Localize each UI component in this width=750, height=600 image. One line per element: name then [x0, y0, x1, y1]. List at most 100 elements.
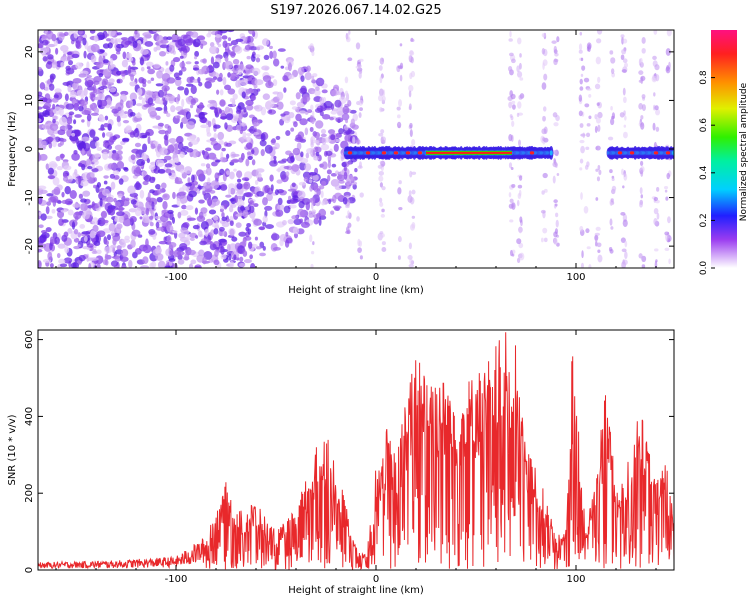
transition-blob [305, 152, 310, 159]
transition-blob [295, 92, 301, 100]
noise-blob [52, 139, 57, 148]
noise-blob [74, 114, 82, 118]
noise-blob [52, 118, 56, 124]
transition-blob [287, 62, 292, 72]
noise-blob [129, 111, 136, 117]
transition-blob [300, 75, 305, 83]
noise-blob [165, 222, 170, 229]
streak-blob [596, 38, 602, 44]
transition-blob [337, 174, 345, 182]
streak-blob [639, 160, 644, 166]
noise-blob [136, 158, 146, 167]
noise-blob [49, 75, 55, 83]
noise-blob [68, 59, 74, 66]
noise-blob [176, 115, 181, 119]
noise-blob [228, 253, 232, 261]
transition-blob [283, 77, 290, 82]
transition-blob [256, 45, 264, 50]
noise-blob [46, 201, 52, 206]
streak-blob [654, 260, 658, 268]
noise-blob [213, 215, 219, 221]
streak-blob [378, 133, 384, 137]
transition-blob [327, 129, 336, 135]
noise-blob [186, 121, 196, 130]
noise-blob [171, 216, 176, 224]
streak-blob [665, 48, 671, 56]
transition-blob [348, 181, 358, 186]
streak-blob [597, 111, 603, 119]
streak-blob [359, 107, 363, 111]
transition-blob [297, 66, 305, 76]
transition-blob [258, 173, 262, 179]
noise-blob [192, 187, 198, 192]
streak-blob [623, 173, 628, 181]
noise-blob [121, 238, 131, 243]
noise-blob [204, 80, 212, 89]
streak-blob [640, 75, 646, 81]
noise-blob [116, 161, 125, 169]
noise-blob [121, 265, 127, 268]
noise-blob [151, 201, 155, 210]
noise-blob [246, 55, 251, 60]
noise-blob [161, 209, 167, 214]
noise-blob [182, 221, 190, 229]
noise-blob [182, 45, 190, 53]
noise-blob [142, 32, 152, 37]
noise-blob [191, 149, 199, 158]
noise-blob [122, 120, 130, 124]
noise-blob [60, 45, 69, 52]
noise-blob [197, 230, 203, 237]
transition-blob [272, 50, 277, 59]
figure-title: S197.2026.067.14.02.G25 [270, 3, 441, 18]
noise-blob [240, 137, 245, 144]
noise-blob [214, 107, 218, 116]
streak-blob [398, 180, 402, 185]
snr-panel: -100 0 100 0 200 400 600 Height of straight li… [7, 329, 675, 596]
streak-blob [585, 146, 590, 150]
transition-blob [331, 89, 338, 96]
noise-blob [205, 147, 212, 152]
noise-blob [47, 54, 54, 60]
transition-blob [300, 157, 309, 164]
noise-blob [145, 238, 149, 248]
noise-blob [117, 121, 122, 127]
noise-blob [169, 249, 175, 256]
noise-blob [163, 110, 169, 114]
noise-blob [221, 216, 227, 222]
noise-blob [93, 107, 100, 114]
noise-blob [155, 221, 160, 229]
noise-blob [216, 36, 220, 45]
noise-blob [89, 30, 96, 34]
noise-blob [202, 187, 206, 192]
streak-blob [541, 33, 546, 38]
transition-blob [352, 136, 356, 145]
transition-blob [298, 201, 305, 209]
transition-blob [275, 135, 281, 140]
noise-blob [237, 212, 245, 217]
transition-blob [263, 54, 270, 60]
transition-blob [319, 185, 325, 190]
streak-blob [641, 37, 646, 44]
streak-blob [597, 254, 603, 263]
snr-ytick-label: 200 [24, 484, 35, 503]
streak-blob [509, 219, 514, 223]
tone-hotspot [653, 151, 659, 155]
noise-blob [103, 123, 110, 128]
noise-blob [177, 211, 182, 219]
streak-blob [664, 189, 668, 193]
noise-blob [178, 142, 184, 150]
noise-blob [242, 250, 248, 257]
transition-blob [315, 151, 320, 157]
transition-blob [308, 171, 318, 176]
noise-blob [114, 144, 123, 151]
noise-blob [229, 228, 235, 236]
streak-blob [579, 123, 584, 128]
noise-blob [146, 66, 151, 70]
noise-blob [58, 258, 66, 264]
tone-hotspot [665, 151, 671, 155]
noise-blob [136, 103, 143, 107]
noise-blob [205, 166, 212, 176]
noise-blob [73, 119, 77, 125]
snr-ticks: -100 0 100 0 200 400 600 [24, 330, 674, 585]
noise-blob [81, 119, 85, 123]
